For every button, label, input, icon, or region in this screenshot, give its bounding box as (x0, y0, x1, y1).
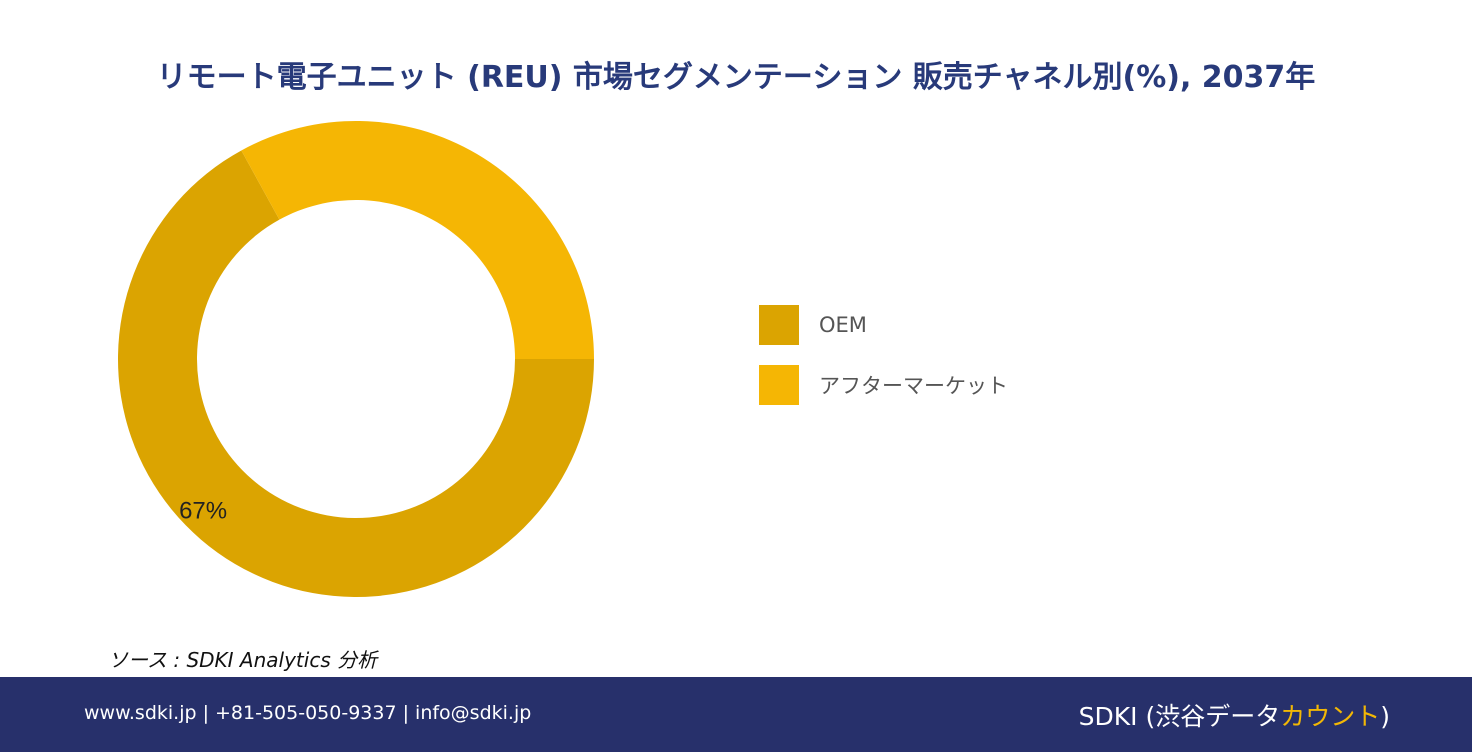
legend-label-oem: OEM (819, 313, 867, 337)
chart-title: リモート電子ユニット (REU) 市場セグメンテーション 販売チャネル別(%),… (156, 60, 1316, 95)
source-note: ソース : SDKI Analytics 分析 (108, 648, 378, 672)
legend-swatch-oem (759, 305, 799, 345)
footer-bar: www.sdki.jp | +81-505-050-9337 | info@sd… (0, 677, 1472, 752)
brand-main: SDKI (渋谷データ (1078, 702, 1281, 731)
footer-brand: SDKI (渋谷データカウント) (1079, 697, 1390, 733)
legend-item-aftermarket[interactable]: アフターマーケット (759, 365, 1008, 405)
footer-contact[interactable]: www.sdki.jp | +81-505-050-9337 | info@sd… (84, 702, 532, 724)
slice-oem[interactable] (118, 150, 594, 597)
legend: OEM アフターマーケット (759, 305, 1008, 425)
donut-slices (118, 121, 594, 597)
legend-label-aftermarket: アフターマーケット (819, 374, 1008, 398)
brand-accent: カウント (1280, 702, 1381, 731)
brand-close: ) (1380, 702, 1390, 731)
legend-item-oem[interactable]: OEM (759, 305, 1008, 345)
donut-data-labels: 67% (179, 498, 227, 525)
data-label-oem: 67% (179, 498, 227, 525)
legend-swatch-aftermarket (759, 365, 799, 405)
donut-chart: 67% (118, 121, 594, 597)
slice-aftermarket[interactable] (241, 121, 594, 359)
